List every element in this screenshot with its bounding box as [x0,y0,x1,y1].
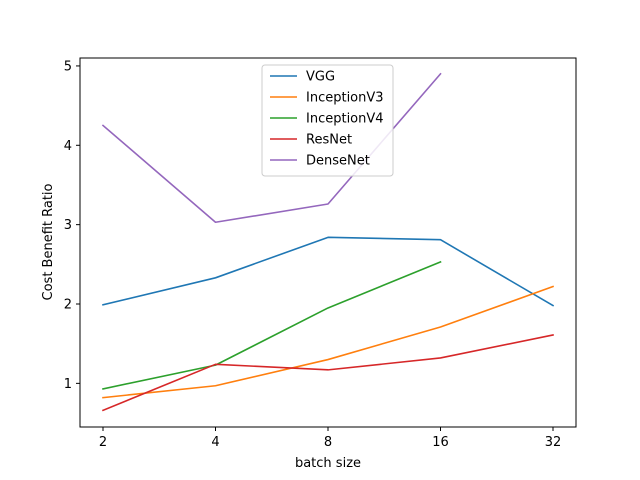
x-tick-label: 4 [211,435,219,450]
legend: VGG InceptionV3 InceptionV4 ResNet DenseNet [261,64,394,177]
x-tick-label: 32 [545,435,562,450]
series-line-vgg [102,236,555,307]
y-tick-label: 1 [64,377,72,392]
x-tick-label: 8 [324,435,332,450]
y-tick-label: 2 [64,298,72,313]
y-tick-label: 3 [64,218,72,233]
legend-label: DenseNet [306,154,370,169]
legend-label: ResNet [306,133,352,148]
x-axis-ticks: 2 4 8 16 32 [99,427,561,450]
legend-label: InceptionV3 [306,91,384,106]
y-tick-label: 5 [64,59,72,74]
plot-area [101,72,555,412]
x-axis-label: batch size [295,456,361,471]
legend-label: InceptionV4 [306,112,384,127]
legend-label: VGG [306,70,335,85]
legend-box [261,64,394,177]
y-axis-label: Cost Benefit Ratio [41,183,56,300]
x-tick-label: 2 [99,435,107,450]
y-tick-label: 4 [64,139,72,154]
x-tick-label: 16 [432,435,449,450]
series-line-inceptionv4 [102,260,442,390]
series-line-inceptionv3 [102,285,555,399]
y-axis-ticks: 1 2 3 4 5 [64,59,80,392]
series-line-resnet [101,334,554,412]
